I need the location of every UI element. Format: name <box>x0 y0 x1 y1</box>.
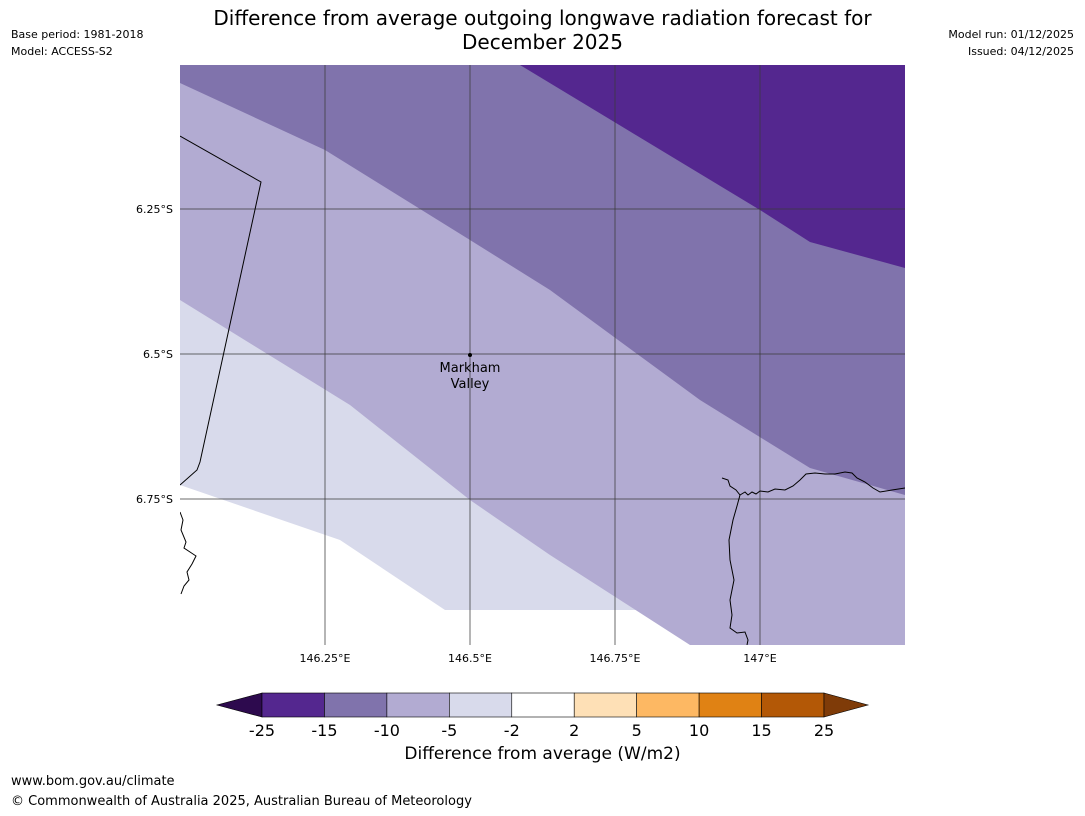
lon-label-146-25: 146.25°E <box>300 652 351 665</box>
lon-label-147: 147°E <box>743 652 776 665</box>
colorbar-tick-label: 5 <box>632 721 642 740</box>
colorbar-tick-label: 10 <box>689 721 709 740</box>
colorbar: -25 -15 -10 -5 -2 2 5 10 15 25 <box>215 692 870 740</box>
river-east <box>728 494 749 645</box>
colorbar-segment <box>698 692 762 718</box>
colorbar-tick-label: 2 <box>569 721 579 740</box>
colorbar-tick-label: -5 <box>441 721 457 740</box>
map-title: Difference from average outgoing longwav… <box>140 6 945 54</box>
colorbar-segment <box>511 692 575 718</box>
place-label-line-1: Markham <box>440 361 501 376</box>
colorbar-tick-label: -10 <box>374 721 400 740</box>
colorbar-tick-label: -2 <box>504 721 520 740</box>
colorbar-segment <box>386 692 450 718</box>
coastline-west <box>180 511 197 595</box>
title-line-2: December 2025 <box>462 30 623 54</box>
meta-right: Model run: 01/12/2025 Issued: 04/12/2025 <box>948 26 1074 60</box>
colorbar-extend-max <box>823 692 870 718</box>
colorbar-segment <box>761 692 825 718</box>
coastline-east <box>721 471 905 496</box>
lon-label-146-5: 146.5°E <box>448 652 492 665</box>
anomaly-band-minus15-to-minus25 <box>520 65 905 268</box>
model-name: Model: ACCESS-S2 <box>11 45 113 58</box>
lat-label-6-5: 6.5°S <box>143 348 173 361</box>
province-boundary <box>180 135 262 486</box>
colorbar-tick-label: -15 <box>311 721 337 740</box>
model-run: Model run: 01/12/2025 <box>948 28 1074 41</box>
colorbar-tick-label: 25 <box>814 721 834 740</box>
colorbar-title: Difference from average (W/m2) <box>404 744 681 764</box>
footer-copyright: © Commonwealth of Australia 2025, Austra… <box>11 794 472 809</box>
colorbar-extend-min <box>215 692 263 718</box>
place-label-line-2: Valley <box>451 377 490 392</box>
colorbar-segment <box>449 692 513 718</box>
footer-url: www.bom.gov.au/climate <box>11 774 175 789</box>
boundaries <box>180 135 905 645</box>
meta-left: Base period: 1981-2018 Model: ACCESS-S2 <box>11 26 143 60</box>
issued-date: Issued: 04/12/2025 <box>967 45 1074 58</box>
title-line-1: Difference from average outgoing longwav… <box>213 6 872 30</box>
colorbar-segment <box>261 692 325 718</box>
base-period: Base period: 1981-2018 <box>11 28 144 41</box>
colorbar-segment <box>324 692 388 718</box>
map-area <box>180 65 905 645</box>
graticule <box>180 65 905 645</box>
colorbar-segment <box>636 692 700 718</box>
colorbar-segment <box>573 692 637 718</box>
lon-label-146-75: 146.75°E <box>590 652 641 665</box>
lat-label-6-25: 6.25°S <box>136 203 173 216</box>
lat-label-6-75: 6.75°S <box>136 493 173 506</box>
markham-valley-marker <box>468 353 472 357</box>
colorbar-tick-label: 15 <box>751 721 771 740</box>
colorbar-tick-label: -25 <box>249 721 275 740</box>
